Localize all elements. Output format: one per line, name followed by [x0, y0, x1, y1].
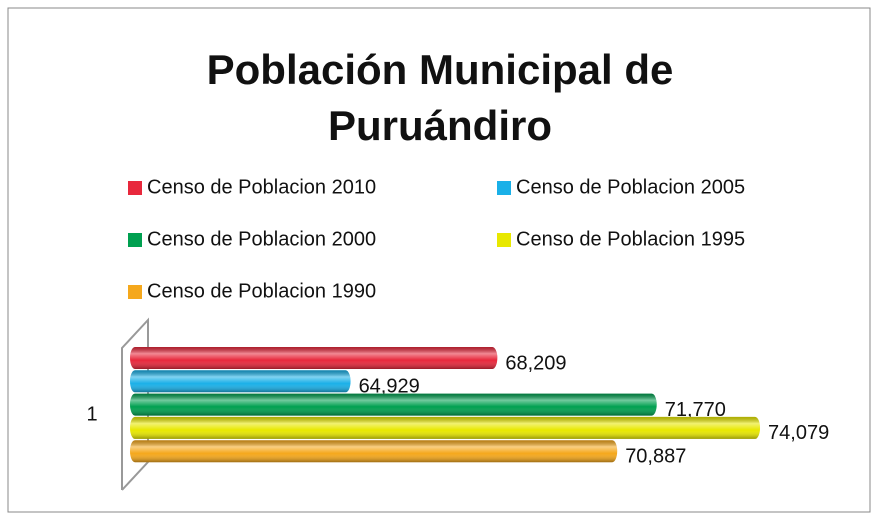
data-label: 74,079: [768, 422, 829, 444]
bar-shade: [130, 347, 498, 369]
legend-label: Censo de Poblacion 2000: [147, 228, 376, 250]
data-label: 68,209: [505, 352, 566, 374]
y-tick-label: 1: [86, 403, 97, 425]
legend-swatch: [497, 233, 511, 247]
axis-wall: [121, 317, 149, 491]
bar-shade: [130, 393, 657, 416]
legend-swatch: [128, 285, 142, 299]
legend-label: Censo de Poblacion 2005: [516, 176, 745, 198]
chart-border: [7, 7, 871, 513]
chart-title: Población Municipal de Puruándiro: [206, 46, 674, 149]
bar-shade: [130, 370, 351, 393]
data-label: 71,770: [665, 399, 726, 421]
bar-shade: [130, 440, 618, 463]
legend-swatch: [497, 181, 511, 195]
bar-shade: [130, 416, 761, 439]
legend-label: Censo de Poblacion 1990: [147, 280, 376, 302]
legend-label: Censo de Poblacion 1995: [516, 228, 745, 250]
data-label: 70,887: [625, 445, 686, 467]
legend-label: Censo de Poblacion 2010: [147, 176, 376, 198]
legend-swatch: [128, 233, 142, 247]
data-label: 64,929: [359, 376, 420, 398]
legend-swatch: [128, 181, 142, 195]
